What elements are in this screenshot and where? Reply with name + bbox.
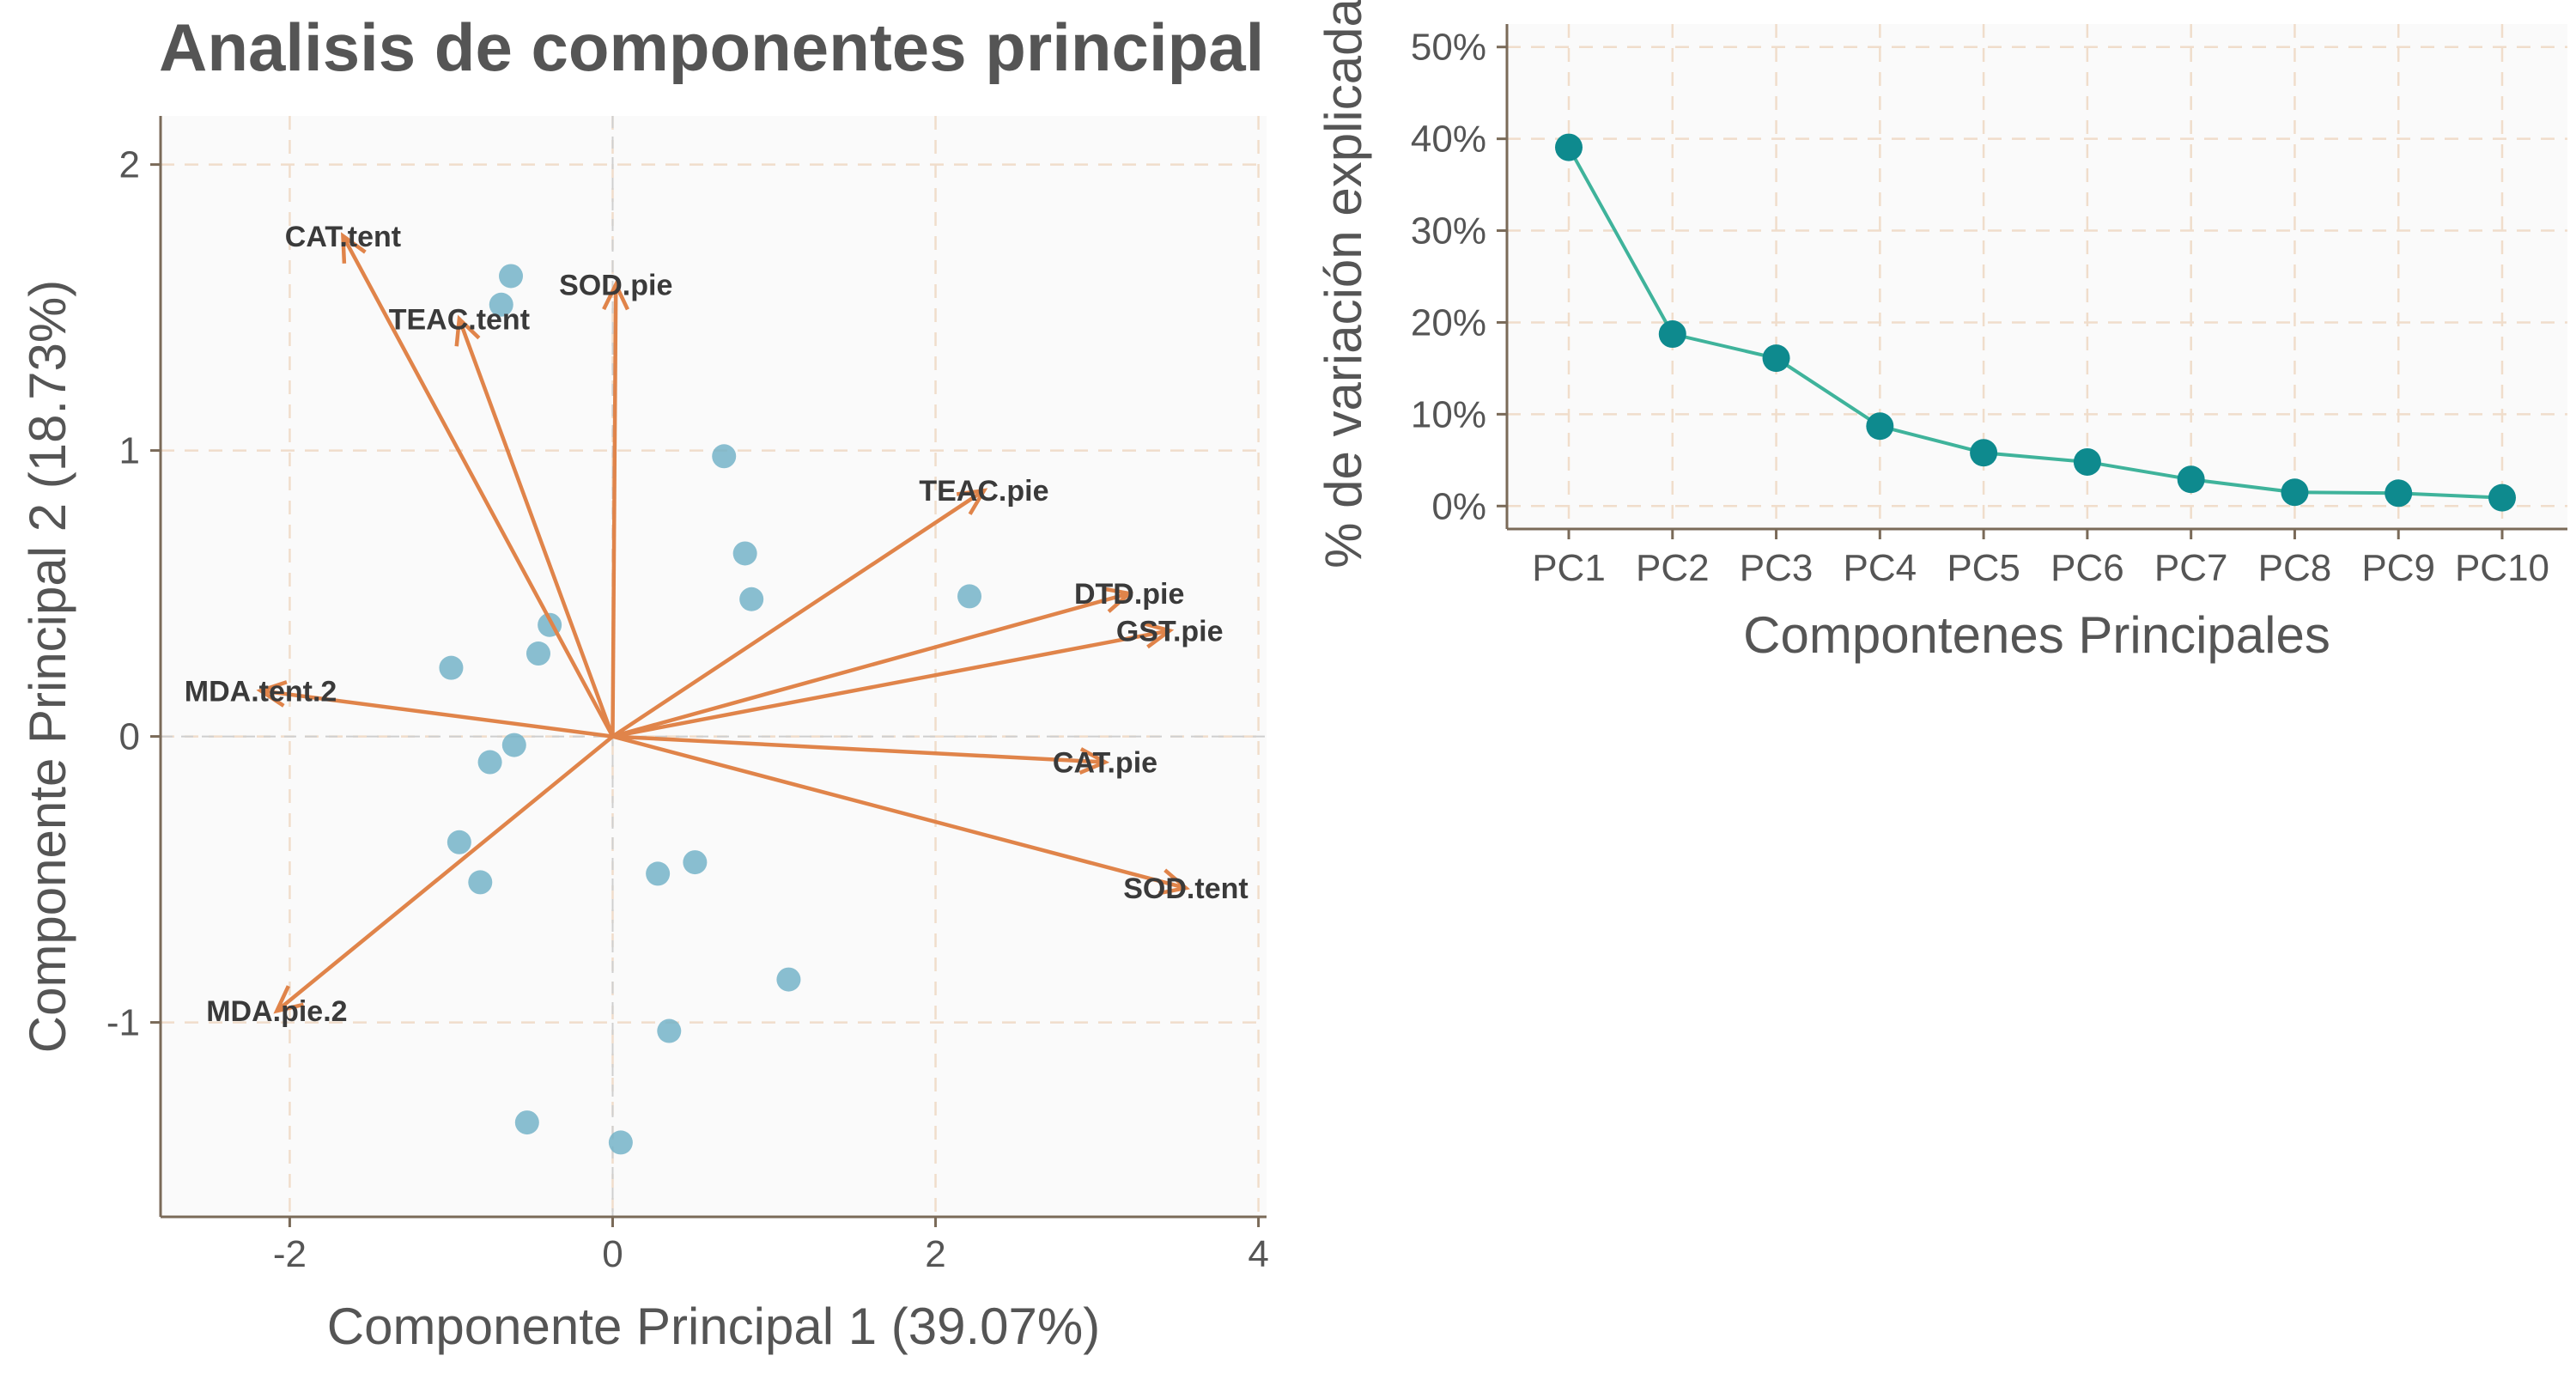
scree-point-pc7 xyxy=(2177,465,2205,494)
loading-label: DTD.pie xyxy=(1074,578,1184,611)
loading-label: CAT.pie xyxy=(1053,747,1157,780)
pca-y-tick-label: 0 xyxy=(119,716,140,758)
scree-x-tick-label: PC2 xyxy=(1636,547,1710,589)
scree-point-pc10 xyxy=(2488,483,2516,512)
pca-score-point xyxy=(657,1018,682,1043)
pca-score-point xyxy=(646,861,671,886)
scree-y-tick-label: 40% xyxy=(1411,119,1486,161)
scree-point-pc6 xyxy=(2073,447,2101,476)
scree-x-tick-label: PC9 xyxy=(2361,547,2435,589)
loading-arrow-sod-tent xyxy=(611,734,1190,896)
scree-x-tick-label: PC8 xyxy=(2258,547,2332,589)
loading-arrow-sod-pie xyxy=(602,280,629,737)
scree-point-pc5 xyxy=(1970,439,1998,467)
loading-arrow-teac-tent xyxy=(454,314,615,738)
scree-y-tick-label: 50% xyxy=(1411,27,1486,69)
pca-loading-labels: CAT.tent TEAC.tent SOD.pie TEAC.pie DTD.pie G… xyxy=(185,221,1249,1028)
pca-points xyxy=(439,264,982,1155)
loading-arrow-dtd-pie xyxy=(611,587,1134,739)
loading-label: SOD.tent xyxy=(1123,872,1248,905)
pca-score-point xyxy=(957,584,982,609)
pca-score-point xyxy=(712,444,737,469)
pca-score-point xyxy=(526,641,550,666)
scree-point-pc2 xyxy=(1658,320,1686,349)
pca-x-tick-label: 2 xyxy=(925,1233,945,1275)
loading-arrow-mda-tent-2 xyxy=(256,680,613,739)
loading-label: CAT.tent xyxy=(285,221,401,253)
scree-y-tick-label: 20% xyxy=(1411,301,1486,344)
scree-point-pc8 xyxy=(2281,478,2309,507)
scree-x-tick-label: PC4 xyxy=(1844,547,1917,589)
pca-score-point xyxy=(739,587,764,611)
pca-score-point xyxy=(514,1110,539,1135)
loading-label: TEAC.pie xyxy=(919,475,1048,508)
scree-x-tick-label: PC10 xyxy=(2455,547,2549,589)
pca-x-ticks: -2 0 2 4 xyxy=(273,1217,1269,1275)
pca-score-point xyxy=(501,733,526,757)
loading-arrow-gst-pie xyxy=(612,621,1175,739)
pca-panel-background xyxy=(161,116,1267,1217)
pca-score-point xyxy=(477,750,502,775)
pca-score-point xyxy=(447,830,471,854)
pca-y-axis-title: Componente Principal 2 (18.73%) xyxy=(19,280,76,1054)
loading-arrow-cat-pie xyxy=(612,734,1110,775)
scree-x-tick-label: PC1 xyxy=(1532,547,1606,589)
pca-score-point xyxy=(499,264,524,289)
scree-point-pc1 xyxy=(1555,133,1583,161)
scree-x-tick-label: PC7 xyxy=(2154,547,2228,589)
pca-loading-arrows xyxy=(256,232,1190,1014)
scree-x-tick-label: PC5 xyxy=(1947,547,2020,589)
loading-arrow-teac-pie xyxy=(611,488,988,739)
scree-x-axis-title: Compontenes Principales xyxy=(1743,606,2330,664)
pca-score-point xyxy=(776,967,801,992)
pca-score-point xyxy=(489,292,513,317)
pca-y-tick-label: 2 xyxy=(119,144,140,186)
pca-score-point xyxy=(468,870,493,895)
pca-score-point xyxy=(608,1130,633,1155)
scree-y-tick-label: 30% xyxy=(1411,210,1486,252)
pca-y-tick-label: -1 xyxy=(106,1002,140,1044)
loading-arrow-mda-pie-2 xyxy=(273,734,614,1014)
pca-biplot: CAT.tent TEAC.tent SOD.pie TEAC.pie DTD.pie G… xyxy=(19,9,1269,1355)
scree-plot: PC1 PC2 PC3 PC4 PC5 PC6 PC7 PC8 PC9 PC10 0% 10% 20%… xyxy=(1315,0,2567,664)
scree-x-ticks: PC1 PC2 PC3 PC4 PC5 PC6 PC7 PC8 PC9 PC10 xyxy=(1532,529,2549,589)
loading-label: MDA.tent.2 xyxy=(185,675,337,708)
scree-x-tick-label: PC3 xyxy=(1740,547,1814,589)
scree-x-tick-label: PC6 xyxy=(2050,547,2124,589)
pca-y-tick-label: 1 xyxy=(119,430,140,472)
pca-score-point xyxy=(732,541,757,566)
pca-x-tick-label: -2 xyxy=(273,1233,307,1275)
scree-y-tick-label: 0% xyxy=(1431,485,1486,527)
loading-label: SOD.pie xyxy=(559,269,672,301)
scree-panel-background xyxy=(1507,24,2567,529)
scree-point-pc3 xyxy=(1762,344,1790,373)
pca-x-axis-title: Componente Principal 1 (39.07%) xyxy=(327,1298,1101,1355)
scree-y-tick-label: 10% xyxy=(1411,393,1486,435)
loading-label: TEAC.tent xyxy=(389,303,530,336)
pca-title: Analisis de componentes principal xyxy=(159,9,1264,85)
pca-zero-lines xyxy=(161,116,1267,1217)
scree-points xyxy=(1555,133,2516,512)
pca-x-tick-label: 0 xyxy=(602,1233,623,1275)
scree-point-pc9 xyxy=(2385,479,2413,508)
loading-label: MDA.pie.2 xyxy=(206,995,347,1028)
scree-y-axis-title: % de variación explicada xyxy=(1315,0,1372,568)
loading-arrow-cat-tent xyxy=(341,232,615,738)
pca-score-point xyxy=(439,655,464,680)
scree-grid xyxy=(1507,24,2567,529)
loading-label: GST.pie xyxy=(1116,615,1224,647)
scree-line xyxy=(1567,146,2503,500)
pca-score-point xyxy=(683,850,708,875)
scree-point-pc4 xyxy=(1866,412,1894,441)
scree-y-ticks: 0% 10% 20% 30% 40% 50% xyxy=(1411,27,1507,527)
pca-y-ticks: -1 0 1 2 xyxy=(106,144,161,1044)
pca-x-tick-label: 4 xyxy=(1248,1233,1268,1275)
